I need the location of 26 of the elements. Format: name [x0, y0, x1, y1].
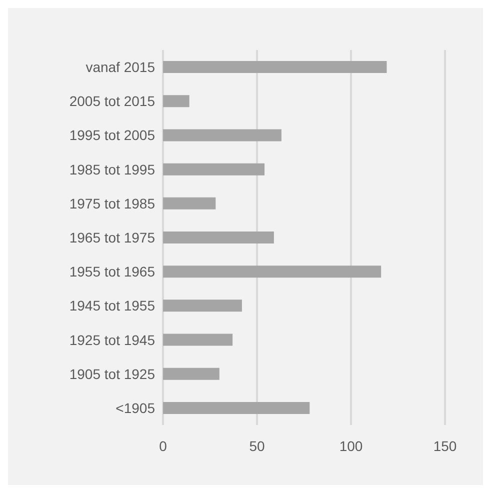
- bar: [163, 163, 265, 176]
- y-tick-label: 2005 tot 2015: [69, 93, 156, 110]
- y-tick-label: <1905: [116, 400, 156, 416]
- bar: [163, 266, 382, 278]
- y-tick-label: 1995 tot 2005: [69, 127, 156, 144]
- y-tick-label: 1955 tot 1965: [69, 264, 156, 280]
- bar: [163, 402, 310, 414]
- y-tick-label: 1905 tot 1925: [69, 366, 156, 382]
- y-tick-label: 1965 tot 1975: [69, 230, 156, 246]
- y-tick-label: 1975 tot 1985: [69, 195, 156, 212]
- x-tick-label: 50: [249, 438, 265, 454]
- bar: [163, 334, 233, 346]
- bar: [163, 197, 216, 210]
- bar: [163, 95, 190, 108]
- y-tick-label: 1985 tot 1995: [69, 161, 156, 178]
- y-tick-label: vanaf 2015: [86, 59, 156, 76]
- x-tick-label: 0: [159, 438, 168, 454]
- bar: [163, 300, 242, 312]
- bar: [163, 368, 220, 380]
- bar: [163, 61, 387, 74]
- y-tick-label: 1945 tot 1955: [69, 298, 156, 314]
- bar: [163, 232, 274, 244]
- x-tick-label: 150: [433, 438, 457, 454]
- bar: [163, 129, 282, 142]
- x-tick-label: 100: [339, 438, 363, 454]
- y-tick-label: 1925 tot 1945: [69, 332, 156, 348]
